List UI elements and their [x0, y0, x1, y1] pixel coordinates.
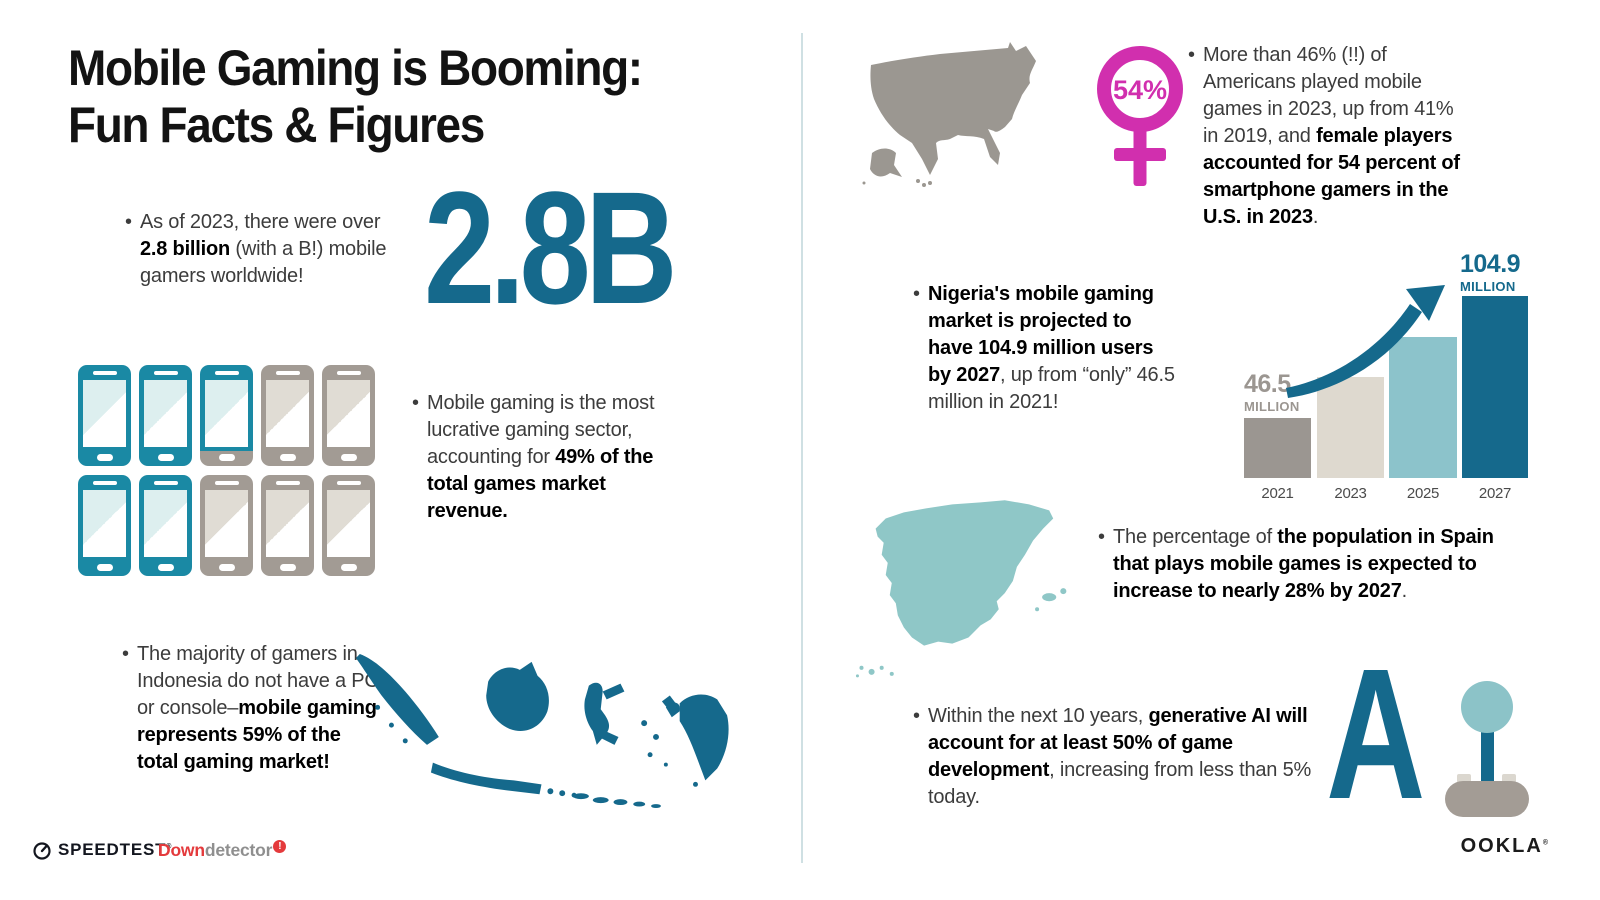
indonesia-map — [355, 654, 729, 809]
bullet: • — [122, 643, 129, 665]
phone-icon — [200, 365, 253, 466]
phone-icon — [261, 475, 314, 576]
chart-axis-label: 2025 — [1406, 485, 1440, 502]
phone-icon — [322, 475, 375, 576]
fact-spain-text: The percentage of the population in Spai… — [1113, 526, 1494, 602]
bullet: • — [125, 211, 132, 233]
joystick-base — [1445, 781, 1529, 817]
bullet: • — [412, 392, 419, 414]
fact-revenue-text: Mobile gaming is the most lucrative gami… — [427, 392, 655, 522]
fact-us: • More than 46% (!!) of Americans played… — [1188, 42, 1461, 231]
page-title: Mobile Gaming is Booming: Fun Facts & Fi… — [68, 40, 643, 154]
joystick-button — [1502, 774, 1516, 783]
center-divider — [801, 33, 803, 863]
chart-bar-2027 — [1462, 296, 1528, 478]
phone-icon — [78, 365, 131, 466]
phone-icon — [261, 365, 314, 466]
chart-start-label: 46.5 MILLION — [1244, 370, 1300, 414]
bullet: • — [913, 283, 920, 305]
gauge-icon — [33, 842, 51, 860]
female-share-badge: 54% — [1113, 75, 1167, 105]
fact-gamers: • As of 2023, there were over 2.8 billio… — [125, 209, 392, 290]
speedtest-logo: SPEEDTEST® — [32, 840, 171, 860]
phone-icon — [78, 475, 131, 576]
chart-end-unit: MILLION — [1460, 279, 1516, 294]
speedtest-wordmark: SPEEDTEST® — [58, 840, 172, 859]
fact-nigeria-text: Nigeria's mobile gaming market is projec… — [928, 283, 1175, 413]
fact-us-text: More than 46% (!!) of Americans played m… — [1203, 44, 1460, 228]
venus-symbol: 54% — [1097, 46, 1183, 186]
us-map — [862, 42, 1036, 187]
chart-start-unit: MILLION — [1244, 399, 1300, 414]
phone-icon — [139, 475, 192, 576]
fact-ai: • Within the next 10 years, generative A… — [913, 703, 1323, 811]
fact-spain: • The percentage of the population in Sp… — [1098, 524, 1505, 605]
bullet: • — [913, 705, 920, 727]
fact-indonesia: • The majority of gamers in Indonesia do… — [122, 641, 379, 776]
phone-icon — [200, 475, 253, 576]
phone-icon — [322, 365, 375, 466]
chart-end-value: 104.9 — [1460, 250, 1521, 278]
joystick-button — [1457, 774, 1471, 783]
nigeria-users-bar-chart: 2021 2023 2025 2027 46.5 MILLION 104.9 MILL… — [1220, 244, 1535, 504]
growth-arrow-icon — [1286, 285, 1445, 398]
chart-start-value: 46.5 — [1244, 370, 1291, 398]
joystick-stem — [1481, 730, 1494, 786]
alert-badge-icon: ! — [273, 840, 287, 854]
downdetector-logo: Downdetector! — [158, 840, 287, 861]
bullet: • — [1098, 526, 1105, 548]
chart-axis-label: 2023 — [1334, 485, 1367, 502]
venus-crossbar — [1114, 148, 1166, 161]
phone-icon — [139, 365, 192, 466]
chart-bar-2023 — [1317, 377, 1384, 478]
chart-axis-label: 2021 — [1261, 485, 1294, 502]
spain-map — [855, 500, 1067, 678]
fact-revenue: • Mobile gaming is the most lucrative ga… — [412, 390, 675, 525]
title-line-2: Fun Facts & Figures — [68, 97, 485, 153]
big-stat-2-8b: 2.8B — [424, 158, 678, 337]
title-line-1: Mobile Gaming is Booming: — [68, 40, 643, 96]
fact-indonesia-text: The majority of gamers in Indonesia do n… — [137, 643, 379, 773]
ai-joystick-art: A — [1326, 642, 1550, 828]
chart-end-label: 104.9 MILLION — [1460, 250, 1521, 294]
ookla-logo: OOKLA® — [1460, 835, 1548, 857]
bullet: • — [1188, 44, 1195, 66]
downdetector-word-down: Down — [158, 840, 205, 860]
chart-axis-label: 2027 — [1478, 485, 1512, 502]
downdetector-word-detector: detector — [204, 840, 273, 860]
chart-bar-2025 — [1389, 337, 1457, 478]
fact-nigeria: • Nigeria's mobile gaming market is proj… — [913, 281, 1180, 416]
letter-a: A — [1326, 631, 1425, 838]
joystick-ball — [1461, 681, 1513, 733]
fact-ai-text: Within the next 10 years, generative AI … — [928, 705, 1312, 808]
fact-gamers-text: As of 2023, there were over 2.8 billion … — [140, 211, 387, 287]
chart-bar-2021 — [1244, 418, 1311, 478]
chart-bars: 2021 2023 2025 2027 — [1220, 244, 1535, 504]
phone-grid-49-percent — [78, 365, 383, 577]
